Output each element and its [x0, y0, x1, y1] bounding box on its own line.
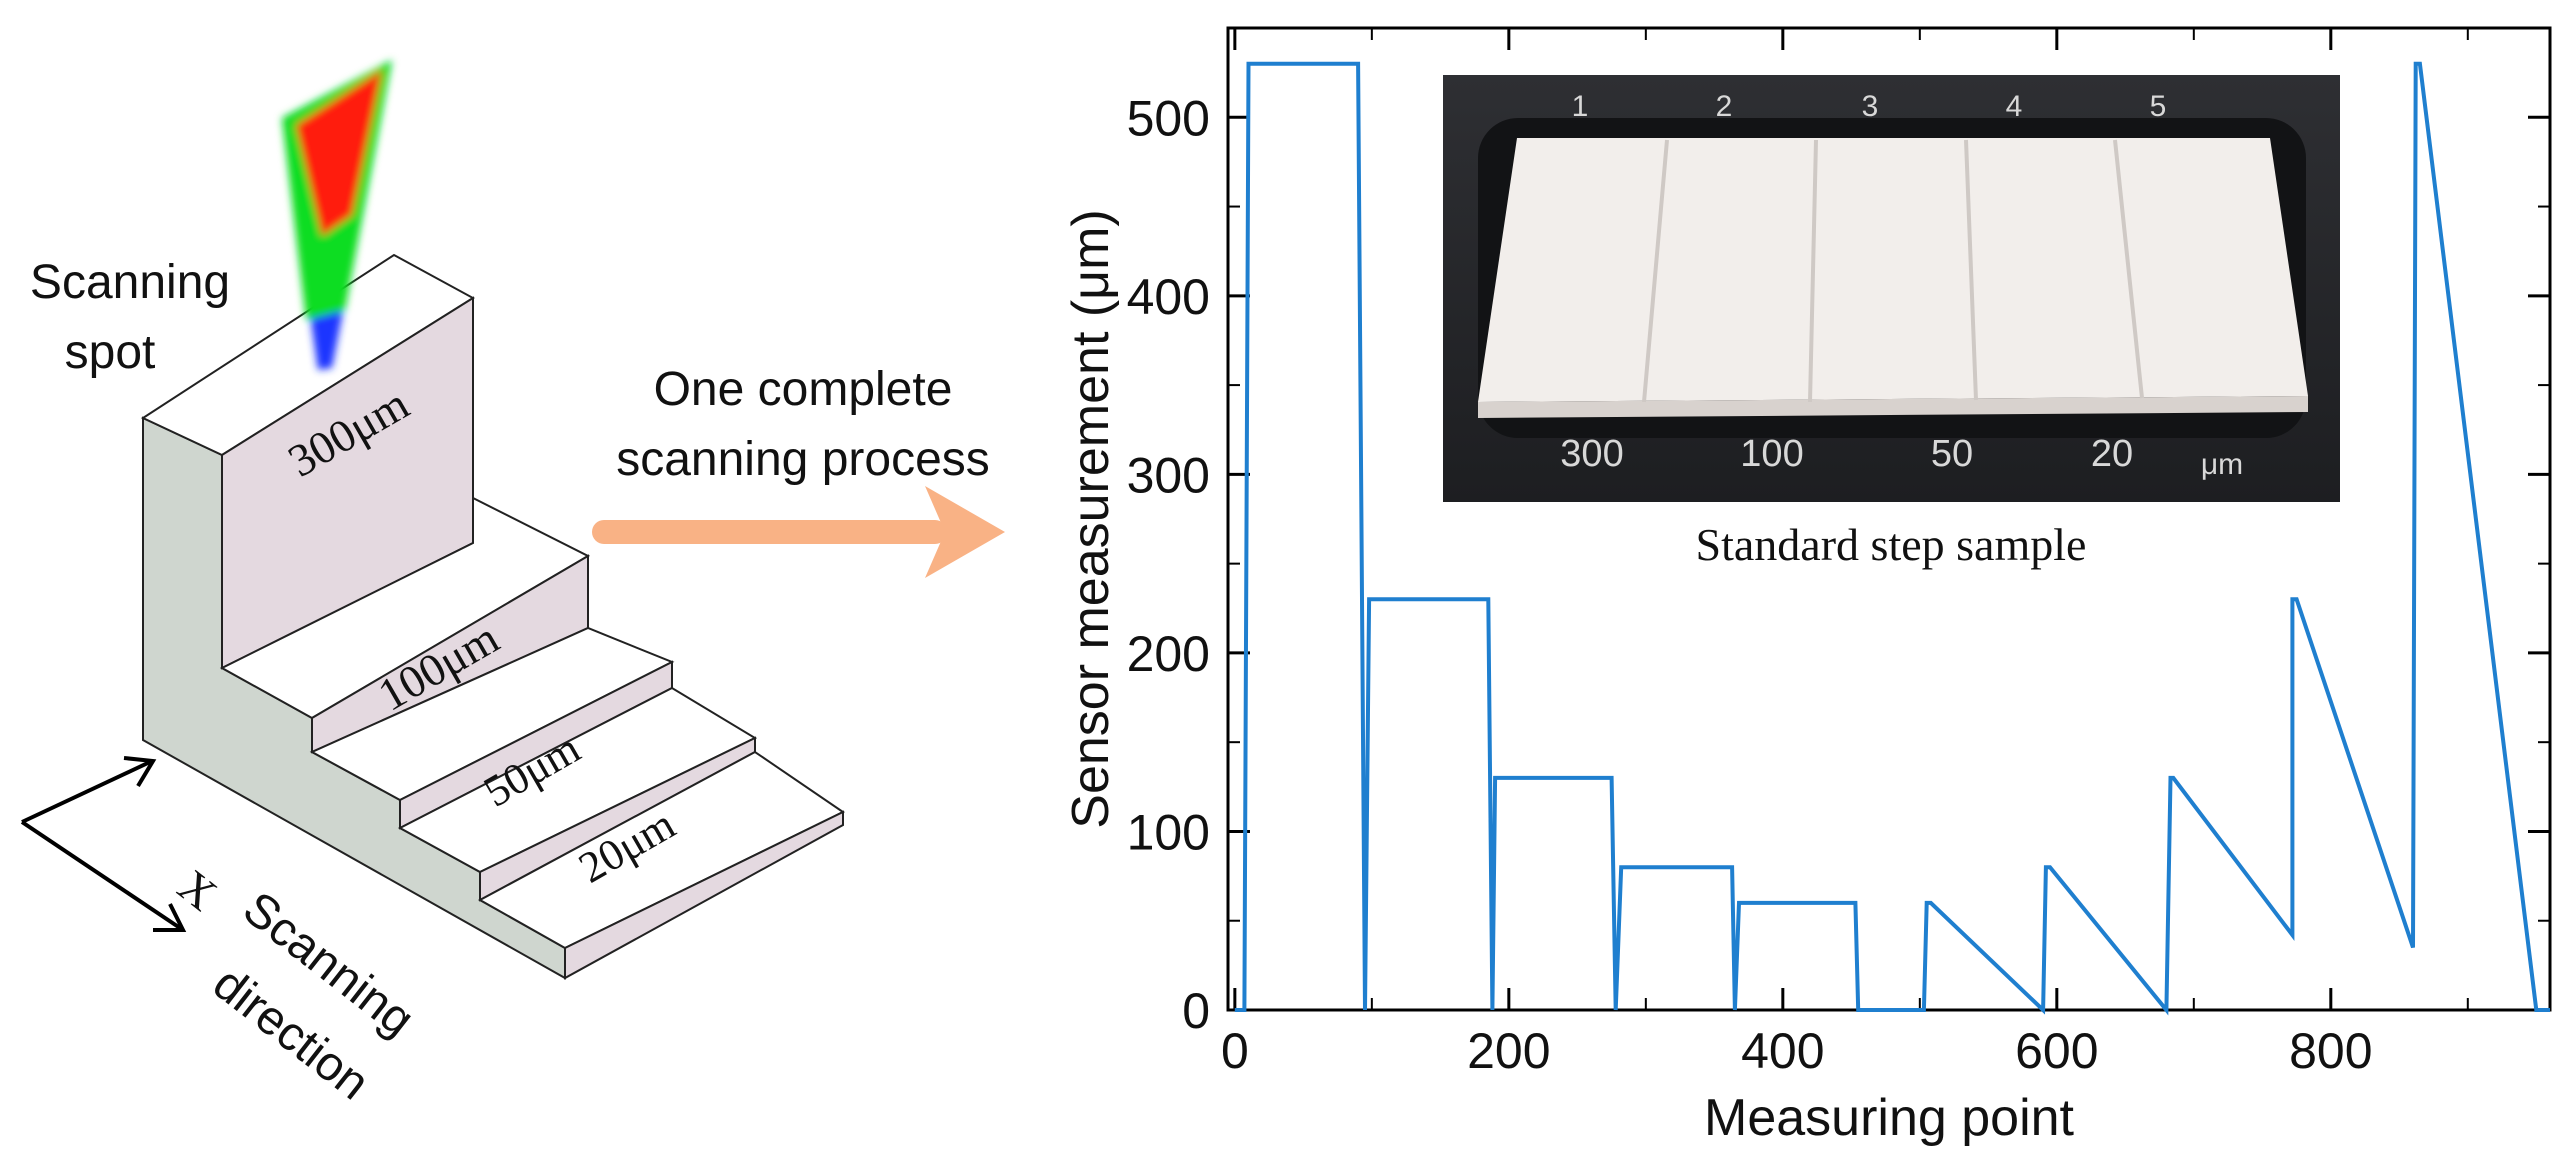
- sample-step-dividers: [1642, 139, 2144, 403]
- step-profile-chart: 0 100 200 300 400 500 0 200 400 600 800 Measuring…: [1062, 26, 2552, 1147]
- process-arrow-icon: [592, 486, 1005, 578]
- step-block-diagram: 300μm 100μm 50μm 20μm Scanning spot X Sc…: [20, 60, 845, 1110]
- block-base-front: [564, 810, 844, 980]
- photo-caption: Standard step sample: [1696, 519, 2087, 570]
- series-line-0: [1234, 61, 2550, 1016]
- x-tick-label-600: 600: [2015, 1023, 2098, 1079]
- photo-number-5: 5: [2150, 90, 2167, 123]
- process-label-line2: scanning process: [616, 433, 990, 486]
- photo-bottom-labels: 300 100 50 20 μm: [1560, 433, 2243, 481]
- y-axis-label: Sensor measurement (μm): [1062, 209, 1120, 828]
- x-tick-label-0: 0: [1221, 1023, 1249, 1079]
- photo-label-50: 50: [1931, 433, 1973, 475]
- x-tick-label-400: 400: [1741, 1023, 1824, 1079]
- y-tick-label-500: 500: [1127, 90, 1210, 146]
- scanning-spot-label-line2: spot: [65, 326, 156, 379]
- photo-label-20: 20: [2091, 433, 2133, 475]
- photo-top-numbers: 1 2 3 4 5: [1572, 90, 2167, 123]
- y-tick-label-0: 0: [1182, 983, 1210, 1039]
- photo-label-100: 100: [1740, 433, 1803, 475]
- process-label-line1: One complete: [654, 363, 953, 416]
- photo-number-1: 1: [1572, 90, 1589, 123]
- photo-label-unit: μm: [2201, 448, 2243, 481]
- photo-number-2: 2: [1716, 90, 1733, 123]
- sample-block-top: [1478, 138, 2308, 402]
- photo-label-300: 300: [1560, 433, 1623, 475]
- data-series: [1234, 61, 2550, 1016]
- axis-arrows-icon: [20, 756, 187, 932]
- y-tick-label-400: 400: [1127, 269, 1210, 325]
- step-sample-photo: 1 2 3 4 5 300 100 50 20 μm Standard step…: [1443, 75, 2340, 570]
- photo-number-3: 3: [1862, 90, 1879, 123]
- x-axis: 0 200 400 600 800: [1221, 28, 2469, 1079]
- y-tick-label-300: 300: [1127, 447, 1210, 503]
- x-axis-label: Measuring point: [1704, 1089, 2075, 1147]
- photo-number-4: 4: [2006, 90, 2023, 123]
- scanning-beam-icon: [282, 60, 392, 370]
- x-tick-label-200: 200: [1467, 1023, 1550, 1079]
- process-arrow-group: One complete scanning process: [592, 363, 1005, 578]
- y-axis: 0 100 200 300 400 500: [1127, 90, 2550, 1039]
- y-tick-label-100: 100: [1127, 804, 1210, 860]
- y-tick-label-200: 200: [1127, 626, 1210, 682]
- scanning-spot-label-line1: Scanning: [30, 256, 230, 309]
- axis-x-letter: X: [169, 860, 227, 921]
- sample-block-front: [1478, 396, 2308, 418]
- step-100-top-face: [219, 496, 591, 720]
- x-tick-label-800: 800: [2289, 1023, 2372, 1079]
